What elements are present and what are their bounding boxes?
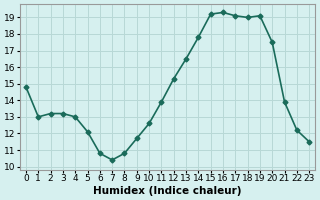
X-axis label: Humidex (Indice chaleur): Humidex (Indice chaleur) [93,186,242,196]
